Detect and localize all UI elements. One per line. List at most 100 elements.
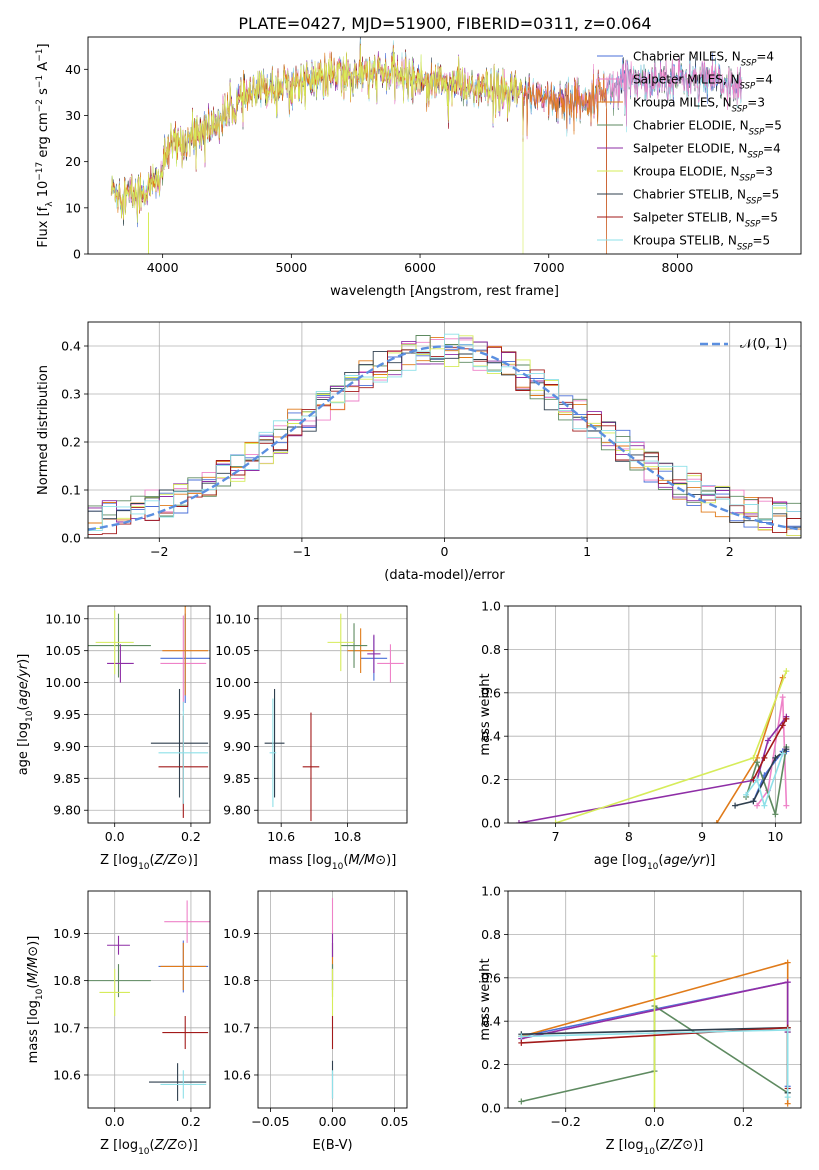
- y-tick-label: 10.8: [53, 973, 81, 988]
- legend-label: Chabrier ELODIE, NSSP=5: [633, 119, 782, 138]
- y-tick-label: 1.0: [481, 884, 501, 899]
- plot-area: [88, 333, 801, 538]
- panel-spectrum: 4000 5000 6000 7000 8000 0 10 20 30 40 wavelength …: [35, 36, 802, 299]
- y-tick-label: 10.05: [215, 643, 251, 658]
- y-tick-label: 10.10: [45, 611, 81, 626]
- y-tick-label: 0.2: [481, 772, 501, 787]
- y-tick-label: 0.0: [481, 816, 501, 831]
- x-tick-label: 8000: [662, 260, 694, 275]
- y-axis-label: Flux [fλ 10−17 erg cm−2 s−1 A−1]: [35, 43, 55, 247]
- legend-label: Chabrier STELIB, NSSP=5: [633, 188, 779, 207]
- x-tick-label: 0.00: [319, 1114, 347, 1129]
- plot-area: [88, 900, 210, 1101]
- y-tick-label: 0.0: [61, 531, 81, 546]
- x-tick-label: −1: [293, 544, 311, 559]
- y-tick-label: 0.0: [481, 1101, 501, 1116]
- weight-series-line: [745, 753, 784, 809]
- axes-frame: [507, 890, 802, 1109]
- x-tick-label: 0.05: [381, 1114, 409, 1129]
- y-tick-label: 10.8: [223, 973, 251, 988]
- legend-label: Chabrier MILES, NSSP=4: [633, 50, 774, 69]
- x-tick-label: 8: [625, 829, 633, 844]
- y-tick-label: 9.85: [53, 771, 81, 786]
- y-tick-label: 10.6: [223, 1067, 251, 1082]
- x-tick-label: 0.2: [733, 1114, 753, 1129]
- panel-age-vs-Z: 0.0 0.2 9.80 9.85 9.90 9.95 10.00 10.05 10.10 Z […: [16, 605, 211, 872]
- plot-area: [515, 668, 790, 823]
- legend-label: 𝒩(0, 1): [740, 337, 787, 352]
- y-tick-label: 10.05: [45, 643, 81, 658]
- x-axis-label: (data-model)/error: [384, 568, 505, 583]
- x-tick-label: 7000: [533, 260, 565, 275]
- y-tick-label: 10.7: [223, 1020, 251, 1035]
- y-tick-label: 9.90: [223, 739, 251, 754]
- legend-label: Salpeter MILES, NSSP=4: [633, 73, 773, 92]
- normal-reference-curve: [88, 345, 801, 531]
- x-axis-label: Z [log10(Z/Z⊙)]: [100, 1138, 198, 1157]
- spectrum-line: [110, 45, 524, 254]
- y-tick-label: 0.2: [61, 435, 81, 450]
- y-axis-label: age [log10(age/yr)]: [16, 654, 35, 776]
- x-tick-label: −0.2: [551, 1114, 581, 1129]
- y-tick-label: 0.2: [481, 1057, 501, 1072]
- y-tick-label: 0.3: [61, 387, 81, 402]
- legend-label: Salpeter ELODIE, NSSP=4: [633, 142, 781, 161]
- x-tick-label: 0.2: [181, 1114, 201, 1129]
- panel-weight-vs-Z: −0.2 0.0 0.2 0.0 0.2 0.4 0.6 0.8 1.0 Z [log10(Z/Z…: [478, 884, 802, 1157]
- weight-series-line: [518, 716, 788, 823]
- y-tick-label: 0.8: [481, 927, 501, 942]
- x-tick-label: 6000: [404, 260, 436, 275]
- y-tick-label: 0: [73, 247, 81, 262]
- y-tick-label: 10.10: [215, 611, 251, 626]
- y-tick-label: 9.95: [53, 707, 81, 722]
- axes-frame: [257, 605, 408, 824]
- y-tick-label: 9.95: [223, 707, 251, 722]
- figure-title: PLATE=0427, MJD=51900, FIBERID=0311, z=0…: [238, 14, 651, 33]
- x-axis-label: wavelength [Angstrom, rest frame]: [330, 284, 559, 299]
- axes-frame: [87, 890, 211, 1109]
- x-tick-label: 9: [698, 829, 706, 844]
- y-axis-label: mass weight: [478, 673, 493, 755]
- axes-frame: [87, 321, 802, 539]
- panel-mass-vs-Z: 0.0 0.2 10.6 10.7 10.8 10.9 Z [log10(Z/Z⊙)] mas…: [26, 890, 211, 1157]
- x-tick-label: 0.0: [105, 829, 125, 844]
- x-axis-label: Z [log10(Z/Z⊙)]: [606, 1138, 704, 1157]
- legend-label: Kroupa ELODIE, NSSP=3: [633, 165, 773, 184]
- plot-area: [88, 606, 210, 818]
- legend-label: Kroupa STELIB, NSSP=5: [633, 234, 770, 253]
- weight-series-line: [752, 718, 788, 780]
- y-tick-label: 10.00: [215, 675, 251, 690]
- x-axis-label: age [log10(age/yr)]: [594, 853, 716, 872]
- panel-weight-vs-age: 7 8 9 10 0.0 0.2 0.4 0.6 0.8 1.0 age [log10(age/yr…: [478, 599, 802, 872]
- histogram-series: [88, 350, 801, 538]
- y-tick-label: 9.85: [223, 771, 251, 786]
- y-tick-label: 40: [65, 62, 81, 77]
- x-axis-label: mass [log10(M/M⊙)]: [269, 853, 397, 872]
- legend-label: Kroupa MILES, NSSP=3: [633, 96, 765, 115]
- panel-age-vs-mass: 10.6 10.8 9.80 9.85 9.90 9.95 10.00 10.05 10.10 m…: [215, 605, 408, 872]
- plot-area: [518, 953, 791, 1108]
- y-tick-label: 30: [65, 108, 81, 123]
- x-axis-label: E(B-V): [312, 1138, 352, 1153]
- x-tick-label: 7: [552, 829, 560, 844]
- weight-series-line: [716, 677, 784, 823]
- y-tick-label: 10.6: [53, 1067, 81, 1082]
- weight-series-line: [555, 670, 788, 823]
- plot-area: [264, 613, 404, 822]
- y-tick-label: 0.1: [61, 483, 81, 498]
- plot-area: [110, 37, 743, 254]
- x-tick-label: 4000: [147, 260, 179, 275]
- legend-label: Salpeter STELIB, NSSP=5: [633, 211, 778, 230]
- y-tick-label: 0.6: [481, 970, 501, 985]
- x-tick-label: 2: [726, 544, 734, 559]
- x-axis-label: Z [log10(Z/Z⊙)]: [100, 853, 198, 872]
- y-tick-label: 0.4: [61, 339, 81, 354]
- x-tick-label: 10.8: [333, 829, 361, 844]
- y-tick-label: 10.9: [53, 926, 81, 941]
- x-tick-label: 5000: [275, 260, 307, 275]
- axes-frame: [87, 605, 211, 824]
- y-tick-label: 10.00: [45, 675, 81, 690]
- y-tick-label: 0.4: [481, 729, 501, 744]
- x-tick-label: 1: [583, 544, 591, 559]
